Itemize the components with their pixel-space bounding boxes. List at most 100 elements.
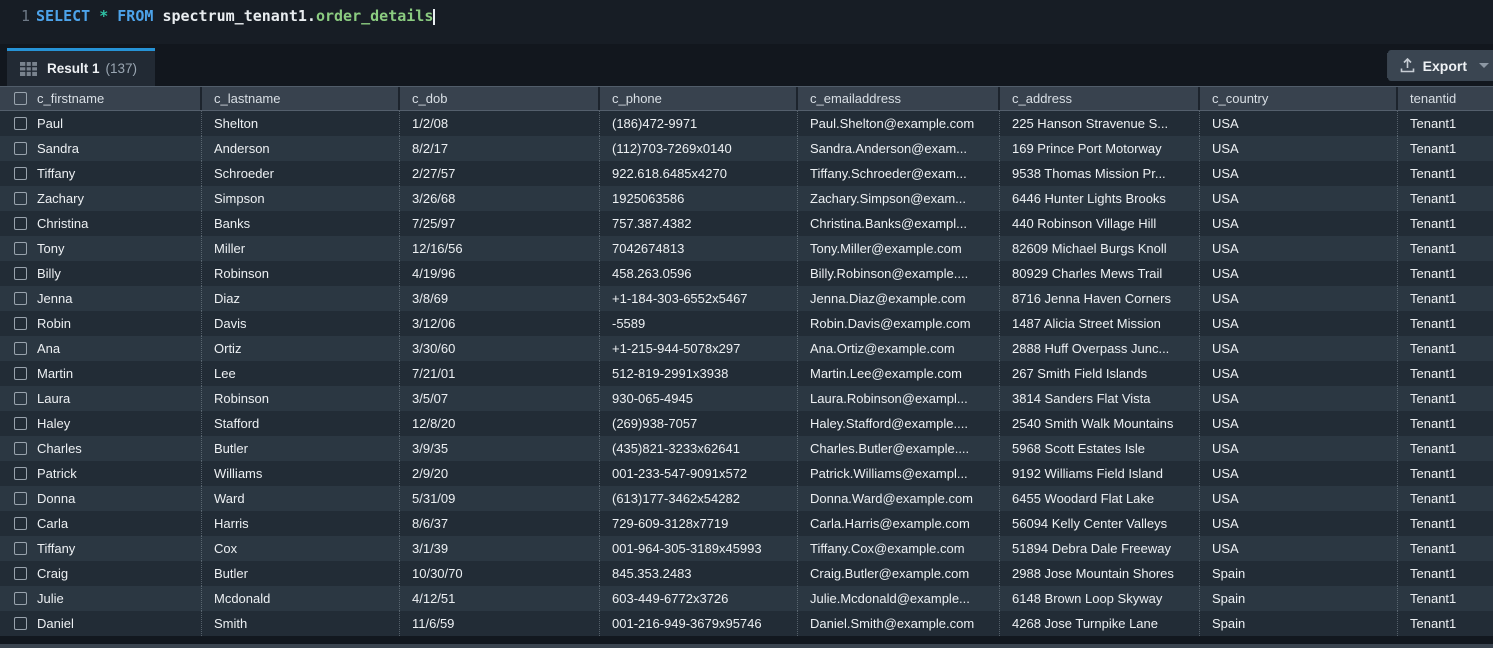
table-row[interactable]: Christina Banks 7/25/97 757.387.4382 Christi…: [0, 211, 1493, 236]
column-header-c_lastname[interactable]: c_lastname: [202, 87, 400, 110]
row-checkbox[interactable]: [14, 417, 27, 430]
column-header-c_firstname[interactable]: c_firstname: [0, 87, 202, 110]
table-row[interactable]: Zachary Simpson 3/26/68 1925063586 Zachary.S…: [0, 186, 1493, 211]
cell-text: Robin: [37, 316, 71, 331]
row-checkbox[interactable]: [14, 117, 27, 130]
sql-token: FROM: [117, 7, 163, 25]
cell-text: 440 Robinson Village Hill: [1012, 216, 1157, 231]
cell-text: 1487 Alicia Street Mission: [1012, 316, 1161, 331]
table-row[interactable]: Jenna Diaz 3/8/69 +1-184-303-6552x5467 Jenna…: [0, 286, 1493, 311]
table-cell: 267 Smith Field Islands: [1000, 361, 1200, 386]
column-header-tenantid[interactable]: tenantid: [1398, 87, 1493, 110]
cell-text: Tenant1: [1410, 266, 1457, 281]
cell-text: Spain: [1212, 566, 1246, 581]
table-cell: Tenant1: [1398, 511, 1493, 536]
row-checkbox[interactable]: [14, 267, 27, 280]
table-cell: Tenant1: [1398, 486, 1493, 511]
table-row[interactable]: Donna Ward 5/31/09 (613)177-3462x54282 Donna…: [0, 486, 1493, 511]
row-checkbox[interactable]: [14, 567, 27, 580]
table-cell: Tenant1: [1398, 211, 1493, 236]
table-cell: 930-065-4945: [600, 386, 798, 411]
row-checkbox[interactable]: [14, 392, 27, 405]
table-row[interactable]: Patrick Williams 2/9/20 001-233-547-9091x57…: [0, 461, 1493, 486]
table-row[interactable]: Paul Shelton 1/2/08 (186)472-9971 Paul.Shelt…: [0, 111, 1493, 136]
sql-editor[interactable]: 1 SELECT * FROM spectrum_tenant1.order_d…: [0, 0, 1493, 44]
cell-text: Martin.Lee@example.com: [810, 366, 962, 381]
cell-text: USA: [1212, 466, 1239, 481]
row-checkbox[interactable]: [14, 442, 27, 455]
table-row[interactable]: Daniel Smith 11/6/59 001-216-949-3679x95746…: [0, 611, 1493, 636]
table-cell: Tiffany: [0, 536, 202, 561]
cell-text: Tony.Miller@example.com: [810, 241, 962, 256]
table-row[interactable]: Sandra Anderson 8/2/17 (112)703-7269x0140 Sa…: [0, 136, 1493, 161]
row-checkbox[interactable]: [14, 217, 27, 230]
select-all-checkbox[interactable]: [14, 92, 27, 105]
row-checkbox[interactable]: [14, 292, 27, 305]
table-cell: 56094 Kelly Center Valleys: [1000, 511, 1200, 536]
column-header-c_phone[interactable]: c_phone: [600, 87, 798, 110]
cell-text: USA: [1212, 316, 1239, 331]
table-row[interactable]: Martin Lee 7/21/01 512-819-2991x3938 Martin.…: [0, 361, 1493, 386]
table-cell: 001-216-949-3679x95746: [600, 611, 798, 636]
row-checkbox[interactable]: [14, 617, 27, 630]
cell-text: Martin: [37, 366, 74, 381]
table-row[interactable]: Tony Miller 12/16/56 7042674813 Tony.Miller@…: [0, 236, 1493, 261]
column-header-label: c_lastname: [214, 91, 281, 106]
cell-text: USA: [1212, 216, 1239, 231]
row-checkbox[interactable]: [14, 367, 27, 380]
row-checkbox[interactable]: [14, 142, 27, 155]
column-header-c_address[interactable]: c_address: [1000, 87, 1200, 110]
table-row[interactable]: Tiffany Cox 3/1/39 001-964-305-3189x45993 Ti…: [0, 536, 1493, 561]
table-cell: Tiffany: [0, 161, 202, 186]
sql-token: spectrum_tenant1.: [162, 7, 316, 25]
cell-text: 9192 Williams Field Island: [1012, 466, 1164, 481]
sql-code[interactable]: SELECT * FROM spectrum_tenant1.order_det…: [36, 0, 436, 25]
table-cell: Schroeder: [202, 161, 400, 186]
cell-text: Ana: [37, 341, 61, 356]
table-cell: 4268 Jose Turnpike Lane: [1000, 611, 1200, 636]
table-row[interactable]: Ana Ortiz 3/30/60 +1-215-944-5078x297 Ana.Or…: [0, 336, 1493, 361]
table-cell: Tenant1: [1398, 236, 1493, 261]
row-checkbox[interactable]: [14, 167, 27, 180]
cell-text: 82609 Michael Burgs Knoll: [1012, 241, 1167, 256]
row-checkbox[interactable]: [14, 592, 27, 605]
table-row[interactable]: Laura Robinson 3/5/07 930-065-4945 Laura.Rob…: [0, 386, 1493, 411]
table-row[interactable]: Robin Davis 3/12/06 -5589 Robin.Davis@exampl…: [0, 311, 1493, 336]
table-row[interactable]: Haley Stafford 12/8/20 (269)938-7057 Haley.S…: [0, 411, 1493, 436]
row-checkbox[interactable]: [14, 317, 27, 330]
row-checkbox[interactable]: [14, 192, 27, 205]
table-row[interactable]: Tiffany Schroeder 2/27/57 922.618.6485x4270…: [0, 161, 1493, 186]
table-cell: 440 Robinson Village Hill: [1000, 211, 1200, 236]
table-row[interactable]: Charles Butler 3/9/35 (435)821-3233x62641 Ch…: [0, 436, 1493, 461]
table-cell: (269)938-7057: [600, 411, 798, 436]
row-checkbox[interactable]: [14, 242, 27, 255]
row-checkbox[interactable]: [14, 542, 27, 555]
table-row[interactable]: Craig Butler 10/30/70 845.353.2483 Craig.But…: [0, 561, 1493, 586]
table-row[interactable]: Julie Mcdonald 4/12/51 603-449-6772x3726 Jul…: [0, 586, 1493, 611]
tab-result-1[interactable]: Result 1 (137): [7, 48, 156, 86]
cell-text: Robinson: [214, 391, 269, 406]
export-button[interactable]: Export: [1387, 50, 1493, 81]
table-row[interactable]: Billy Robinson 4/19/96 458.263.0596 Billy.Ro…: [0, 261, 1493, 286]
column-header-c_dob[interactable]: c_dob: [400, 87, 600, 110]
table-cell: USA: [1200, 111, 1398, 136]
row-checkbox[interactable]: [14, 342, 27, 355]
row-checkbox[interactable]: [14, 517, 27, 530]
table-cell: Tenant1: [1398, 261, 1493, 286]
cell-text: 80929 Charles Mews Trail: [1012, 266, 1163, 281]
table-cell: USA: [1200, 436, 1398, 461]
table-cell: Jenna: [0, 286, 202, 311]
row-checkbox[interactable]: [14, 492, 27, 505]
table-cell: USA: [1200, 261, 1398, 286]
cell-text: Haley.Stafford@example....: [810, 416, 968, 431]
column-header-c_country[interactable]: c_country: [1200, 87, 1398, 110]
table-cell: Zachary.Simpson@exam...: [798, 186, 1000, 211]
column-header-c_emailaddress[interactable]: c_emailaddress: [798, 87, 1000, 110]
cell-text: Sandra: [37, 141, 79, 156]
table-row[interactable]: Carla Harris 8/6/37 729-609-3128x7719 Carla.…: [0, 511, 1493, 536]
horizontal-scrollbar[interactable]: [0, 644, 1493, 648]
table-cell: 3814 Sanders Flat Vista: [1000, 386, 1200, 411]
table-cell: 001-233-547-9091x572: [600, 461, 798, 486]
row-checkbox[interactable]: [14, 467, 27, 480]
table-cell: USA: [1200, 236, 1398, 261]
